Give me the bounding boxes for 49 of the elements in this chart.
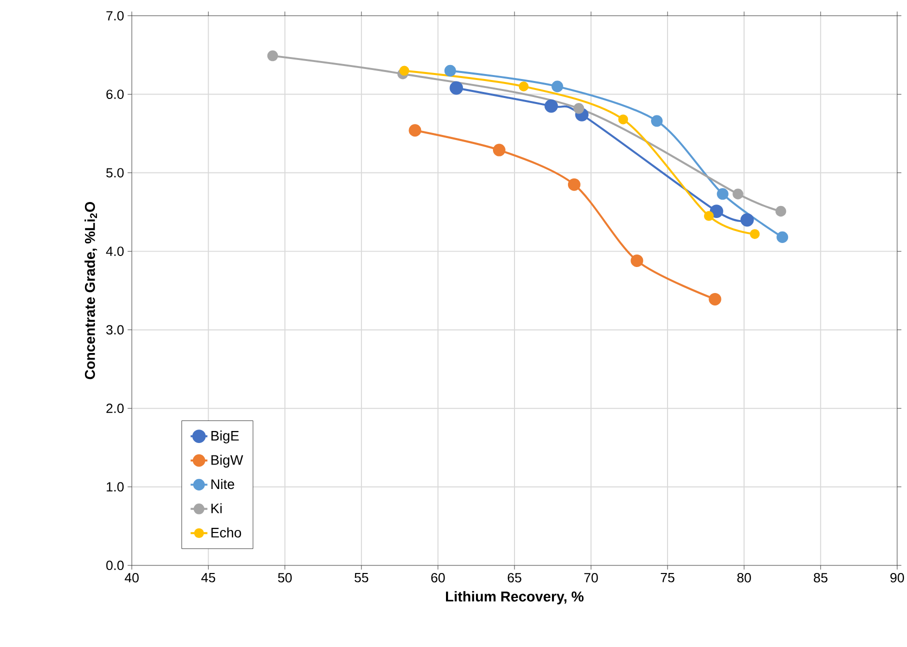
x-tick-label: 50 <box>278 572 292 582</box>
point <box>399 66 410 76</box>
point <box>732 188 744 200</box>
point <box>518 81 529 92</box>
y-tick-label: 0.0 <box>106 560 124 570</box>
point <box>651 115 663 127</box>
point <box>573 102 584 114</box>
x-tick-label: 40 <box>124 572 139 582</box>
legend-label: Nite <box>211 478 234 490</box>
point <box>408 124 422 137</box>
x-tick-label: 60 <box>431 572 445 582</box>
legend-label: Ki <box>211 503 222 514</box>
y-tick-label: 3.0 <box>106 325 124 334</box>
point <box>492 144 506 156</box>
point <box>776 231 788 243</box>
legend-label: BigE <box>211 430 239 444</box>
legend-label: Echo <box>211 527 242 538</box>
point <box>716 188 728 200</box>
y-tick-label: 7.0 <box>106 11 124 20</box>
y-tick-label: 2.0 <box>106 404 124 413</box>
point <box>708 292 722 306</box>
point <box>630 254 644 267</box>
point <box>568 178 580 191</box>
point <box>704 210 714 221</box>
point <box>710 204 724 218</box>
y-tick-label: 1.0 <box>106 482 124 492</box>
y-tick-label: 5.0 <box>106 168 124 178</box>
y-tick-label: 6.0 <box>106 90 124 99</box>
point <box>618 114 628 124</box>
x-tick-label: 75 <box>660 572 674 582</box>
legend-label: BigW <box>211 454 244 468</box>
x-tick-label: 70 <box>584 572 598 582</box>
y-tick-label: 4.0 <box>106 246 124 256</box>
x-tick-label: 80 <box>737 572 751 582</box>
point <box>544 99 558 113</box>
point <box>750 229 760 239</box>
point <box>450 81 464 95</box>
point <box>444 64 456 76</box>
x-axis-title: Lithium Recovery, % <box>446 591 584 604</box>
x-tick-label: 65 <box>508 572 522 582</box>
point <box>552 80 564 92</box>
x-tick-label: 90 <box>890 572 904 582</box>
x-tick-label: 85 <box>814 572 828 582</box>
point <box>267 50 278 62</box>
point <box>775 206 786 217</box>
x-tick-label: 55 <box>354 572 368 582</box>
y-axis-title: Concentrate Grade, %Li$_{2}$O <box>84 202 98 380</box>
point <box>740 213 754 227</box>
x-tick-label: 45 <box>201 572 216 582</box>
